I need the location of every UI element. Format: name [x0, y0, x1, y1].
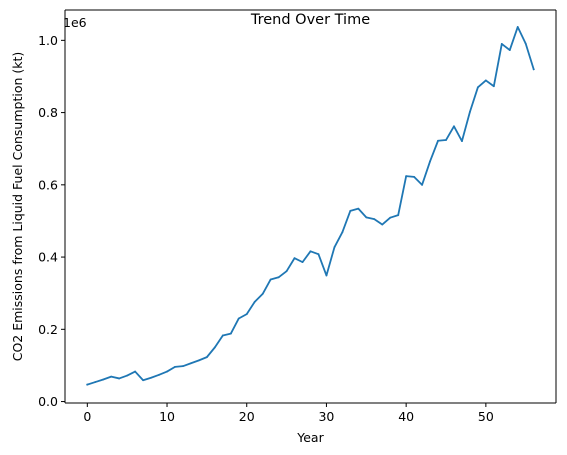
- data-point: [524, 42, 527, 45]
- data-point: [190, 362, 192, 365]
- data-point: [205, 356, 208, 359]
- data-point: [285, 270, 288, 273]
- data-point: [166, 370, 168, 373]
- data-point: [182, 365, 184, 368]
- y-tick-label: 1.0: [38, 33, 58, 48]
- data-point: [500, 43, 503, 45]
- x-tick-label: 0: [83, 409, 91, 424]
- y-axis-label: CO2 Emissions from Liquid Fuel Consumpti…: [10, 52, 25, 362]
- data-point: [261, 293, 264, 295]
- data-point: [325, 274, 328, 277]
- data-point: [484, 79, 487, 82]
- data-point: [142, 379, 145, 382]
- data-point: [405, 175, 408, 178]
- data-point: [397, 214, 400, 217]
- data-point: [445, 139, 447, 141]
- data-point: [357, 207, 360, 210]
- data-point: [174, 365, 176, 368]
- y-offset-text: 1e6: [63, 15, 87, 30]
- data-point: [341, 231, 344, 234]
- data-point: [86, 383, 89, 386]
- x-tick-label: 50: [478, 409, 494, 424]
- data-point: [365, 216, 368, 219]
- data-point: [110, 375, 113, 378]
- data-point: [317, 253, 320, 256]
- data-point: [94, 381, 97, 383]
- data-point: [118, 377, 121, 380]
- data-point: [469, 110, 471, 113]
- plot-area: [65, 10, 556, 403]
- data-point: [453, 125, 455, 128]
- data-point: [269, 278, 272, 281]
- data-point: [413, 175, 416, 178]
- y-tick-label: 0.2: [38, 322, 58, 337]
- data-point: [277, 276, 280, 279]
- data-point: [333, 246, 336, 249]
- y-tick-label: 0.0: [38, 394, 58, 409]
- data-point: [421, 183, 423, 186]
- data-point: [508, 49, 511, 51]
- data-point: [492, 85, 495, 88]
- data-point: [349, 209, 352, 212]
- data-point: [429, 160, 431, 163]
- data-point: [532, 68, 535, 71]
- data-point: [150, 376, 152, 379]
- data-point: [126, 374, 129, 377]
- series-layer: [86, 26, 535, 386]
- data-point: [381, 223, 384, 226]
- data-point: [221, 334, 224, 337]
- x-tick-label: 40: [398, 409, 414, 424]
- data-point: [229, 332, 232, 335]
- data-point: [373, 218, 376, 221]
- data-point: [389, 216, 392, 219]
- data-point: [461, 140, 463, 143]
- y-axis-ticks: 0.0 0.2 0.4 0.6 0.8 1.0: [38, 33, 65, 409]
- data-point: [301, 261, 304, 264]
- data-point: [237, 317, 240, 320]
- data-point: [437, 139, 439, 142]
- data-point: [253, 300, 256, 303]
- x-axis-ticks: 0 10 20 30 40 50: [83, 403, 494, 424]
- data-point: [213, 346, 216, 349]
- x-axis-label: Year: [296, 430, 324, 445]
- y-tick-label: 0.8: [38, 105, 58, 120]
- data-point: [134, 370, 137, 373]
- data-point: [198, 359, 200, 362]
- data-point: [293, 257, 296, 260]
- x-tick-label: 20: [239, 409, 255, 424]
- y-tick-label: 0.6: [38, 177, 58, 192]
- chart-title: Trend Over Time: [250, 12, 370, 28]
- data-point: [476, 86, 479, 89]
- data-point: [158, 373, 160, 376]
- axes-spines: [64, 9, 557, 404]
- data-point: [102, 378, 105, 381]
- data-point: [245, 313, 248, 316]
- y-tick-label: 0.4: [38, 250, 58, 265]
- data-point: [309, 250, 312, 253]
- x-tick-label: 30: [318, 409, 334, 424]
- data-point: [516, 26, 519, 28]
- x-tick-label: 10: [159, 409, 175, 424]
